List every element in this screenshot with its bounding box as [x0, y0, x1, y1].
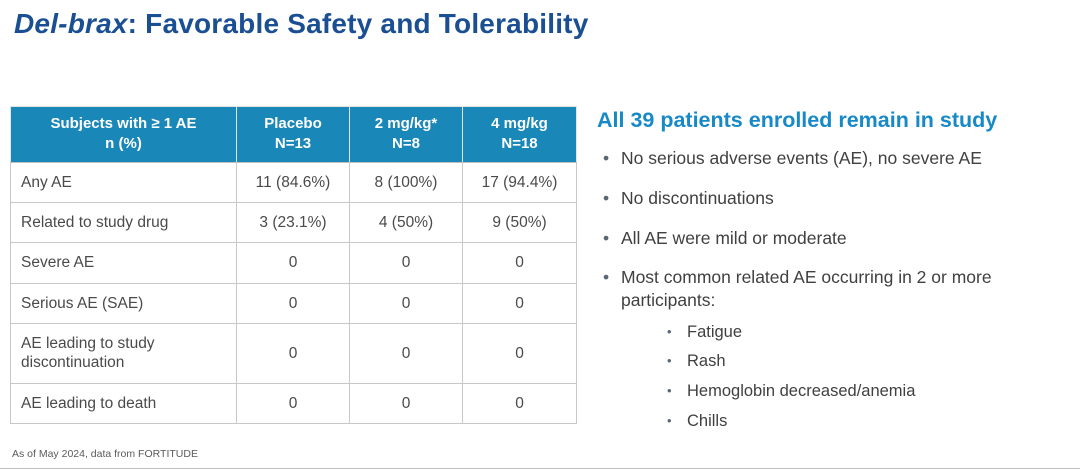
cell-placebo: 0 — [236, 242, 350, 284]
cell-4mgkg: 17 (94.4%) — [462, 161, 577, 203]
list-item: All AE were mild or moderate — [597, 227, 1072, 250]
list-item-text: Most common related AE occurring in 2 or… — [621, 267, 992, 310]
table-row-any-ae: Any AE 11 (84.6%) 8 (100%) 17 (94.4%) — [10, 161, 577, 203]
list-item: No serious adverse events (AE), no sever… — [597, 147, 1072, 170]
sub-list-item: Rash — [663, 351, 1072, 372]
row-label: AE leading to study discontinuation — [10, 323, 237, 384]
cell-4mgkg: 0 — [462, 323, 577, 384]
row-label: Related to study drug — [10, 201, 237, 244]
cell-4mgkg: 0 — [462, 382, 577, 425]
sub-bullet-list: Fatigue Rash Hemoglobin decreased/anemia… — [621, 322, 1072, 432]
row-label: Severe AE — [10, 242, 237, 284]
cell-2mgkg: 0 — [349, 282, 463, 325]
table-row-related: Related to study drug 3 (23.1%) 4 (50%) … — [10, 201, 577, 244]
cell-placebo: 11 (84.6%) — [236, 161, 350, 203]
cell-2mgkg: 0 — [349, 382, 463, 425]
col-header-4mgkg: 4 mg/kg N=18 — [462, 106, 577, 163]
cell-2mgkg: 4 (50%) — [349, 201, 463, 244]
cell-2mgkg: 8 (100%) — [349, 161, 463, 203]
ae-table-header: Subjects with ≥ 1 AE n (%) Placebo N=13 … — [10, 106, 577, 163]
col-header-placebo: Placebo N=13 — [236, 106, 350, 163]
row-label: Any AE — [10, 161, 237, 203]
cell-placebo: 0 — [236, 323, 350, 384]
content-columns: Subjects with ≥ 1 AE n (%) Placebo N=13 … — [10, 106, 1072, 448]
title-rest: : Favorable Safety and Tolerability — [127, 8, 589, 39]
page-title: Del-brax: Favorable Safety and Tolerabil… — [14, 8, 588, 40]
list-item: Most common related AE occurring in 2 or… — [597, 266, 1072, 431]
table-row-death: AE leading to death 0 0 0 — [10, 382, 577, 425]
table-row-severe: Severe AE 0 0 0 — [10, 242, 577, 284]
sub-list-item: Chills — [663, 411, 1072, 432]
cell-2mgkg: 0 — [349, 242, 463, 284]
cell-placebo: 3 (23.1%) — [236, 201, 350, 244]
sub-list-item: Fatigue — [663, 322, 1072, 343]
list-item: No discontinuations — [597, 187, 1072, 210]
sub-list-item: Hemoglobin decreased/anemia — [663, 381, 1072, 402]
col-header-2mgkg: 2 mg/kg* N=8 — [349, 106, 463, 163]
title-drug-name: Del-brax — [14, 8, 128, 39]
cell-placebo: 0 — [236, 382, 350, 425]
summary-panel: All 39 patients enrolled remain in study… — [597, 106, 1072, 448]
table-row-discontinuation: AE leading to study discontinuation 0 0 … — [10, 323, 577, 384]
row-label: Serious AE (SAE) — [10, 282, 237, 325]
col-header-subjects: Subjects with ≥ 1 AE n (%) — [10, 106, 237, 163]
cell-2mgkg: 0 — [349, 323, 463, 384]
cell-placebo: 0 — [236, 282, 350, 325]
summary-heading: All 39 patients enrolled remain in study — [597, 108, 998, 132]
table-row-serious: Serious AE (SAE) 0 0 0 — [10, 282, 577, 325]
footnote: As of May 2024, data from FORTITUDE — [12, 448, 198, 460]
cell-4mgkg: 9 (50%) — [462, 201, 577, 244]
cell-4mgkg: 0 — [462, 282, 577, 325]
ae-table: Subjects with ≥ 1 AE n (%) Placebo N=13 … — [10, 106, 577, 425]
bottom-divider — [0, 468, 1080, 469]
bullet-list: No serious adverse events (AE), no sever… — [597, 147, 1072, 431]
cell-4mgkg: 0 — [462, 242, 577, 284]
row-label: AE leading to death — [10, 382, 237, 425]
